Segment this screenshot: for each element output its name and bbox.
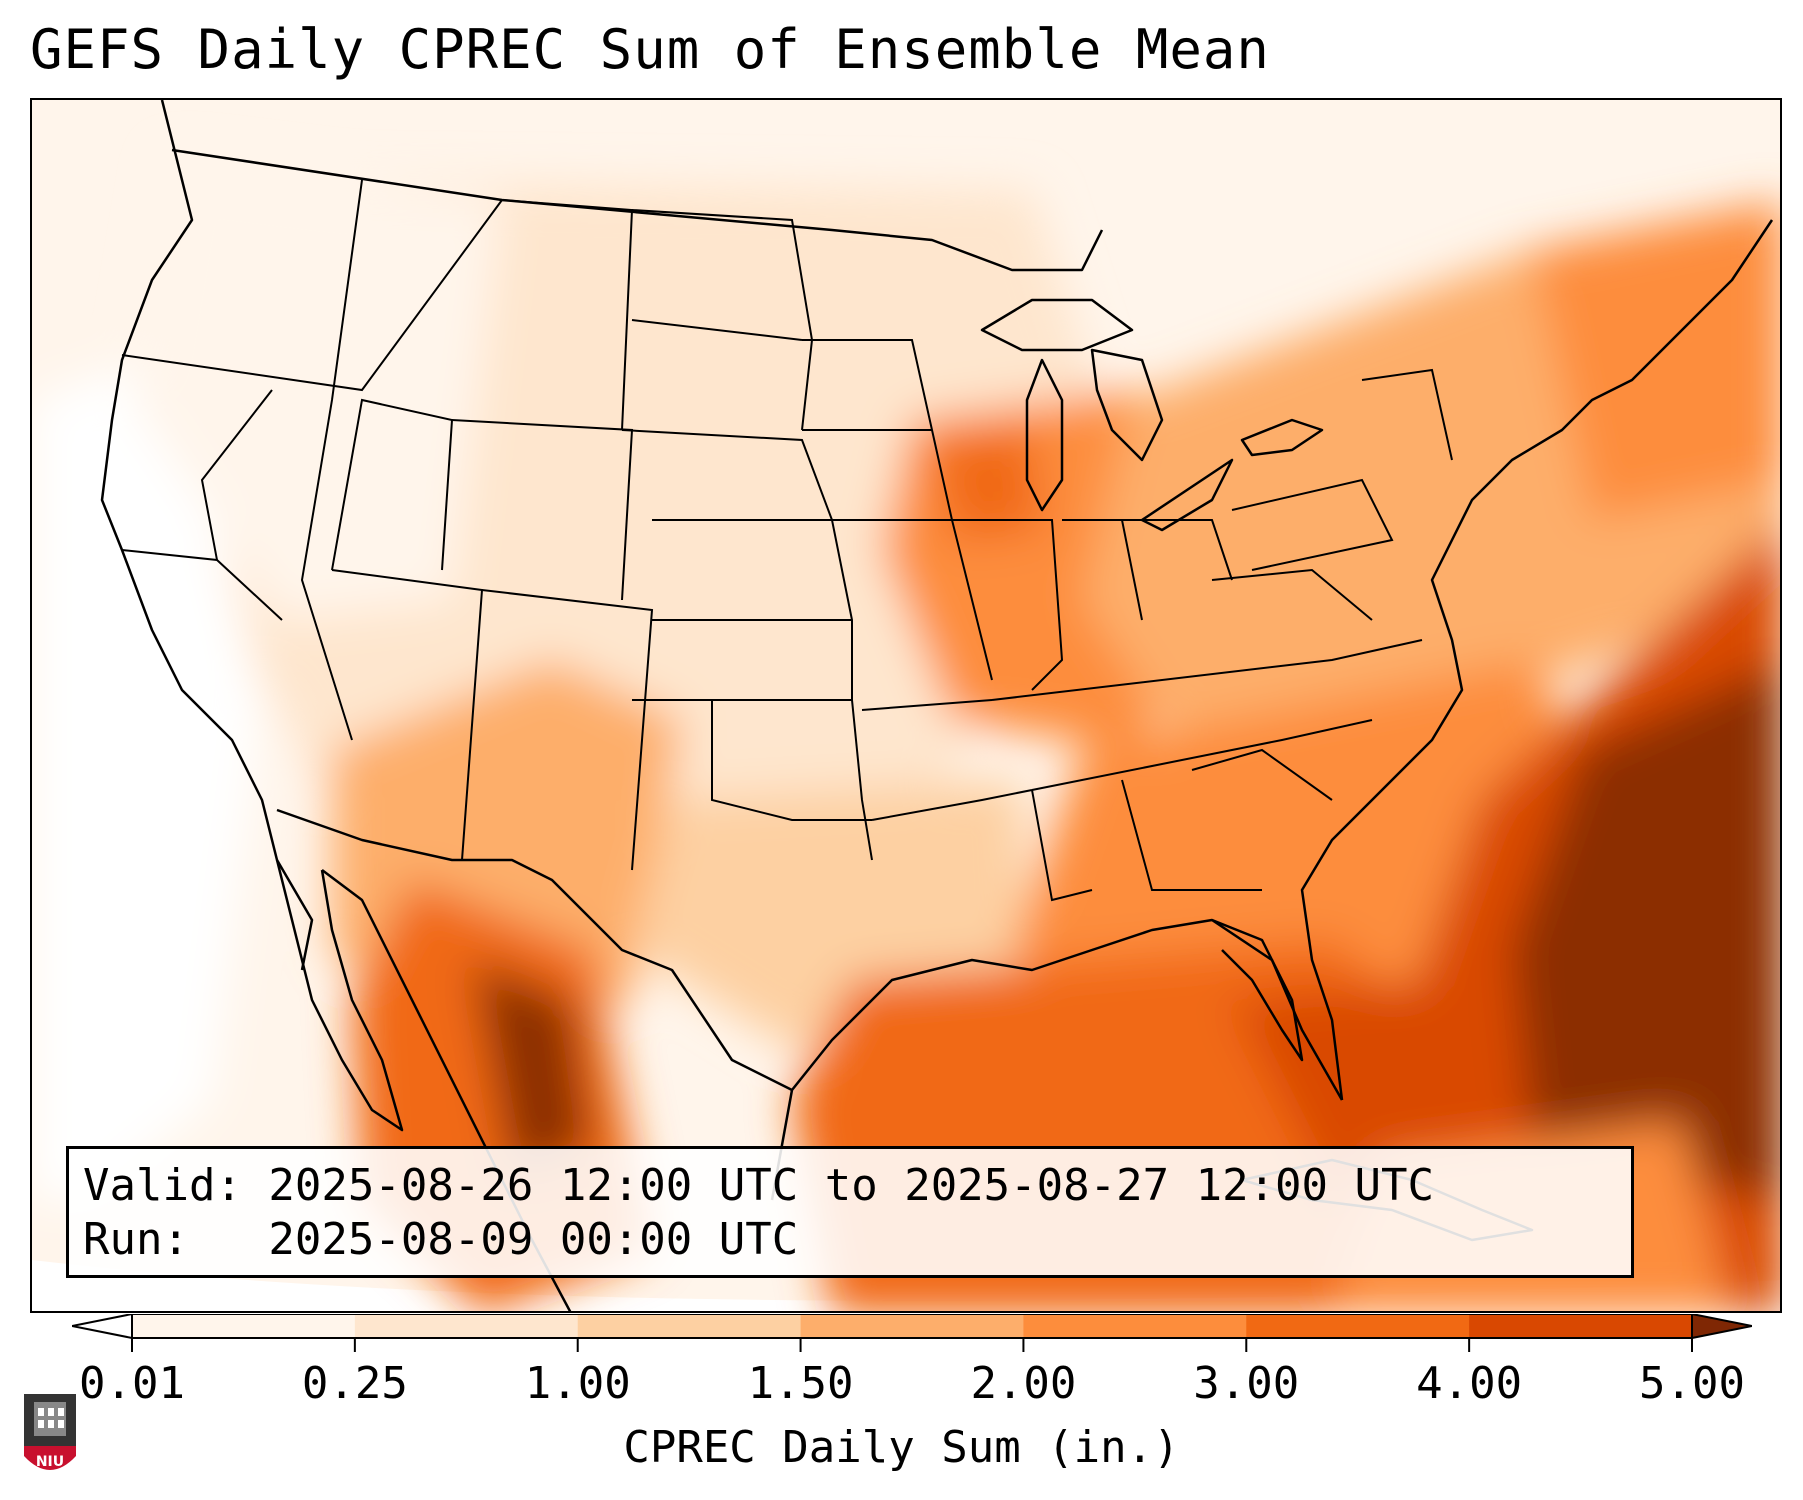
colorbar-tick-label: 1.00: [524, 1358, 631, 1409]
state-line: [631, 319, 803, 341]
precip-area-northwest: [132, 160, 502, 620]
state-line: [1122, 519, 1233, 581]
state-line: [1211, 568, 1373, 621]
state-line: [1191, 748, 1333, 801]
state-line: [861, 699, 993, 711]
colorbar-tick-label: 5.00: [1639, 1358, 1745, 1409]
colorbar-segment: [800, 1314, 1024, 1338]
lake-erie: [1140, 458, 1234, 532]
state-line: [632, 699, 873, 861]
state-line: [621, 429, 833, 521]
state-line: [631, 209, 814, 431]
lake-superior: [980, 298, 1134, 352]
logo-banner: [24, 1446, 76, 1470]
logo-text: NIU: [36, 1454, 64, 1470]
lake-huron: [1090, 348, 1164, 462]
precip-area-sierra-madre: [472, 960, 592, 1180]
chart-title: GEFS Daily CPREC Sum of Ensemble Mean: [30, 18, 1270, 81]
colorbar-under-extension: [72, 1314, 133, 1340]
colorbar-over-extension: [1691, 1314, 1752, 1340]
run-time-text: Run: 2025-08-09 00:00 UTC: [83, 1214, 799, 1265]
map-panel: [30, 98, 1782, 1313]
precip-area-new-england: [1532, 200, 1780, 520]
colorbar-segment: [1469, 1314, 1693, 1338]
niu-logo: NIU: [24, 1394, 76, 1470]
state-line: [1031, 719, 1373, 791]
logo-tower: [34, 1402, 66, 1436]
us-mexico-border: [276, 808, 793, 1092]
colorbar-segment: [132, 1314, 356, 1338]
colorbar-segment: [354, 1314, 579, 1338]
colorbar-segment: [1246, 1314, 1470, 1338]
colorbar-label: CPREC Daily Sum (in.): [623, 1422, 1180, 1473]
valid-run-box: Valid: 2025-08-26 12:00 UTC to 2025-08-2…: [66, 1146, 1634, 1278]
atlantic-coastline: [1300, 219, 1774, 1101]
state-line: [200, 389, 273, 561]
lake-ontario: [1240, 418, 1324, 457]
state-line: [652, 519, 853, 700]
colorbar-tick-label: 0.01: [79, 1358, 185, 1409]
colorbar-segments: [72, 1314, 1752, 1340]
state-line: [1031, 789, 1093, 902]
colorbar-tick-label: 0.25: [301, 1358, 408, 1409]
state-line: [832, 519, 993, 681]
lake-michigan: [1025, 358, 1064, 512]
state-line: [1361, 368, 1453, 461]
colorbar-tick-label: 4.00: [1416, 1358, 1523, 1409]
precip-area-iowa-core: [932, 430, 1042, 540]
state-line: [331, 398, 454, 571]
colorbar-segment: [1023, 1314, 1247, 1338]
state-line: [991, 639, 1423, 701]
state-lines: [121, 179, 1453, 902]
colorbar-tick-label: 1.50: [747, 1358, 854, 1409]
state-line: [1121, 779, 1262, 891]
colorbar-ticks: [131, 1338, 1693, 1352]
baja-coastline: [275, 859, 404, 1132]
state-line: [481, 589, 654, 871]
precip-map: [32, 100, 1780, 1311]
state-line: [1231, 478, 1394, 571]
state-line: [952, 519, 1064, 691]
state-line: [711, 700, 872, 821]
colorbar-tick-label: 3.00: [1193, 1358, 1300, 1409]
state-line: [802, 339, 953, 521]
pacific-coastline: [100, 100, 314, 971]
valid-time-text: Valid: 2025-08-26 12:00 UTC to 2025-08-2…: [83, 1160, 1435, 1211]
state-line: [121, 199, 503, 392]
precip-area-pacific-dry: [32, 350, 262, 1200]
colorbar-outline: [131, 1314, 1693, 1339]
colorbar-tick-label: 2.00: [970, 1358, 1077, 1409]
florida-peninsula: [1211, 918, 1304, 1062]
colorbar: [72, 1314, 1752, 1352]
colorbar-segment: [577, 1314, 802, 1338]
state-line: [300, 179, 363, 741]
state-line: [871, 789, 1033, 821]
precip-area-atlantic-max: [1512, 661, 1780, 1200]
